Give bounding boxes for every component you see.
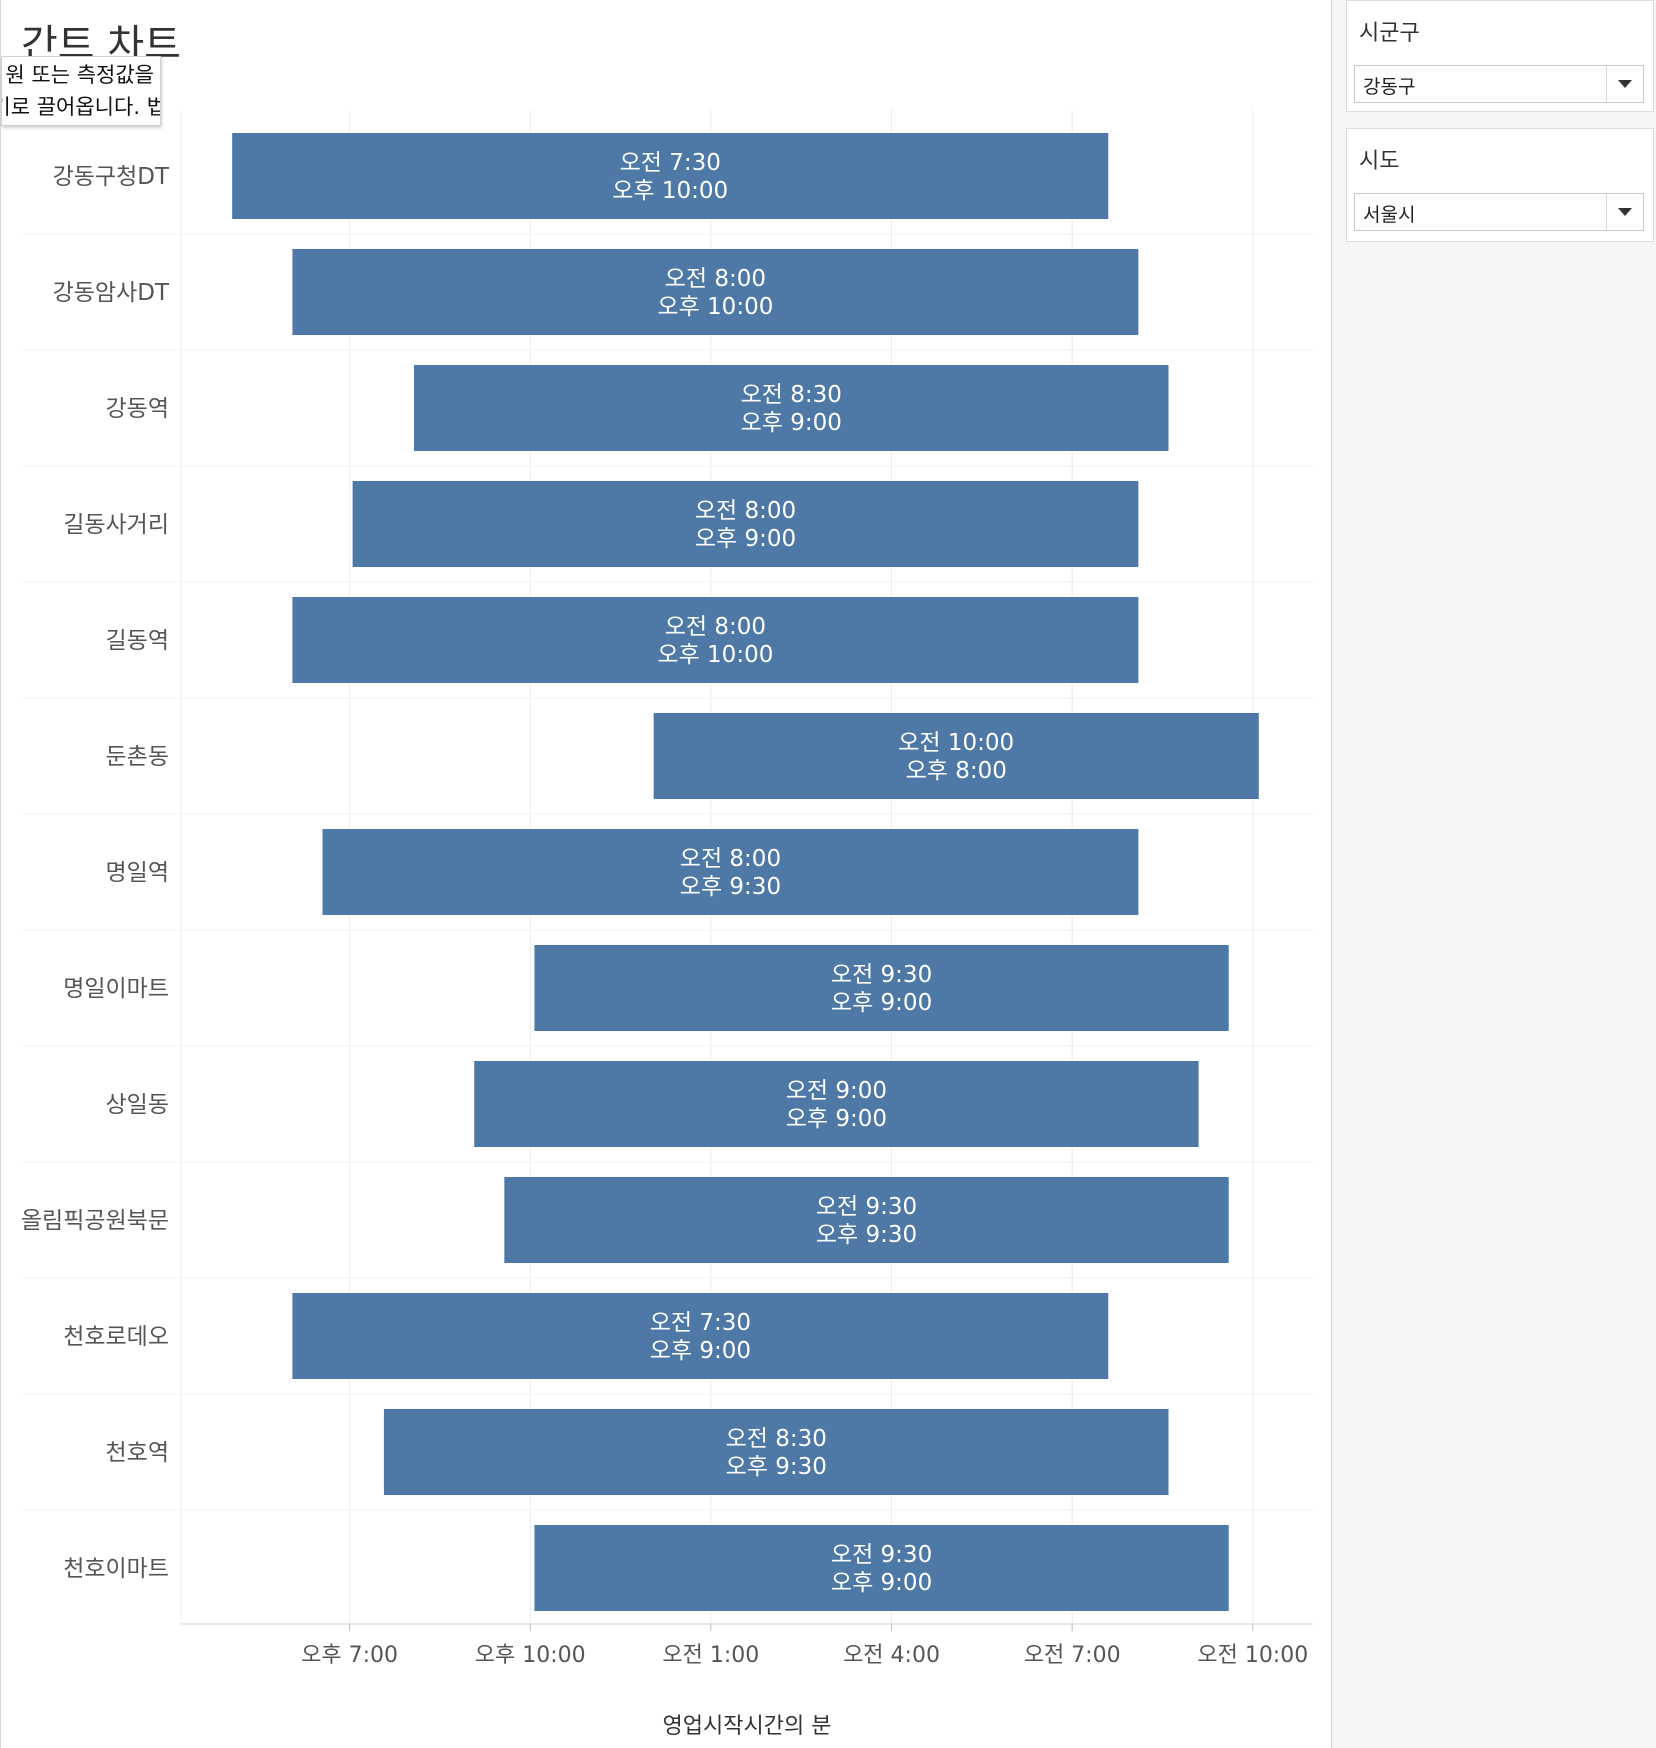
gantt-bar [534, 1525, 1229, 1611]
filter-panel: 시군구 강동구 시도 서울시 [1331, 0, 1656, 1748]
x-tick-label: 오전 7:00 [1024, 1643, 1121, 1668]
gantt-bar [232, 133, 1109, 219]
chevron-down-icon[interactable] [1606, 194, 1643, 230]
row-label: 명일역 [106, 860, 169, 886]
row-label: 강동암사DT [53, 280, 170, 306]
x-axis-title: 영업시작시간의 분 [663, 1714, 832, 1739]
chevron-down-icon[interactable] [1606, 66, 1643, 102]
bar-open-time-label: 오전 9:00 [786, 1078, 887, 1104]
row-label: 천호로데오 [63, 1324, 169, 1350]
gantt-bar [504, 1177, 1229, 1263]
row-label: 강동역 [106, 396, 169, 422]
gantt-bar [653, 713, 1259, 799]
bar-open-time-label: 오전 8:30 [741, 382, 842, 408]
filter-card-sigungu: 시군구 강동구 [1346, 0, 1654, 112]
bar-open-time-label: 오전 7:30 [650, 1310, 751, 1336]
chart-view: 오전 7:30 오후 10:00 강동구청DT 오전 8:00 오후 10:00 강동암사… [0, 0, 1313, 1748]
bar-close-time-label: 오후 9:30 [680, 874, 781, 900]
x-tick-label: 오후 10:00 [475, 1643, 586, 1668]
hint-line-2: 기로 끌어옵니다. 법 [1, 95, 161, 119]
bar-close-time-label: 오후 9:00 [831, 990, 932, 1016]
bar-open-time-label: 오전 7:30 [620, 150, 721, 176]
x-tick-label: 오전 10:00 [1197, 1643, 1308, 1668]
x-tick-label: 오전 4:00 [843, 1643, 940, 1668]
drop-hint-tooltip: 원 또는 측정값을 기로 끌어옵니다. 법 [1, 56, 161, 126]
gantt-bar [414, 365, 1169, 451]
row-label: 둔촌동 [106, 744, 169, 770]
sido-selected-value: 서울시 [1363, 204, 1416, 226]
sigungu-selected-value: 강동구 [1363, 76, 1416, 98]
x-tick-label: 오전 1:00 [662, 1643, 759, 1668]
bar-open-time-label: 오전 9:30 [831, 1542, 932, 1568]
bar-close-time-label: 오후 9:00 [650, 1338, 751, 1364]
bar-open-time-label: 오전 9:30 [816, 1194, 917, 1220]
bar-close-time-label: 오후 9:30 [816, 1222, 917, 1248]
row-label: 길동역 [106, 628, 169, 654]
row-label: 천호이마트 [63, 1556, 169, 1582]
bar-close-time-label: 오후 9:00 [831, 1570, 932, 1596]
row-label: 상일동 [106, 1092, 169, 1118]
bar-open-time-label: 오전 8:00 [695, 498, 796, 524]
sido-dropdown[interactable]: 서울시 [1354, 193, 1644, 231]
bar-close-time-label: 오후 10:00 [657, 294, 773, 320]
row-label: 명일이마트 [63, 976, 169, 1002]
bar-open-time-label: 오전 8:00 [665, 266, 766, 292]
filter-card-sido: 시도 서울시 [1346, 128, 1654, 242]
bar-close-time-label: 오후 8:00 [906, 758, 1007, 784]
sigungu-dropdown[interactable]: 강동구 [1354, 65, 1644, 103]
gantt-bar [534, 945, 1229, 1031]
gantt-bar [474, 1061, 1199, 1147]
gantt-bar [292, 597, 1139, 683]
row-label: 길동사거리 [63, 512, 169, 538]
bar-open-time-label: 오전 9:30 [831, 962, 932, 988]
row-label: 천호역 [106, 1440, 169, 1466]
gantt-bar [352, 481, 1139, 567]
bar-open-time-label: 오전 10:00 [898, 730, 1014, 756]
hint-line-1: 원 또는 측정값을 [5, 63, 154, 87]
bar-close-time-label: 오후 9:00 [741, 410, 842, 436]
bar-close-time-label: 오후 10:00 [612, 178, 728, 204]
filter-title-sido: 시도 [1359, 149, 1400, 174]
bar-close-time-label: 오후 9:30 [726, 1454, 827, 1480]
bar-open-time-label: 오전 8:00 [680, 846, 781, 872]
row-label: 강동구청DT [53, 164, 170, 190]
bar-open-time-label: 오전 8:00 [665, 614, 766, 640]
gantt-bar [322, 829, 1139, 915]
gantt-bar [292, 1293, 1109, 1379]
bar-close-time-label: 오후 9:00 [786, 1106, 887, 1132]
filter-title-sigungu: 시군구 [1359, 21, 1420, 46]
row-label: 올림픽공원북문 [21, 1208, 169, 1234]
bar-close-time-label: 오후 9:00 [695, 526, 796, 552]
bar-close-time-label: 오후 10:00 [657, 642, 773, 668]
bar-open-time-label: 오전 8:30 [726, 1426, 827, 1452]
x-tick-label: 오후 7:00 [301, 1643, 398, 1668]
gantt-bar [292, 249, 1139, 335]
gantt-bar [383, 1409, 1169, 1495]
